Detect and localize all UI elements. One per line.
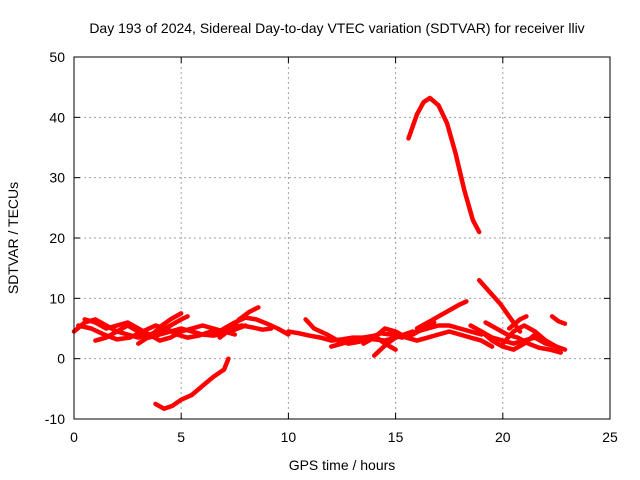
y-tick-label: 20 — [49, 230, 65, 246]
y-tick-label: -10 — [45, 411, 65, 427]
y-tick-label: 10 — [49, 290, 65, 306]
series-line-track-t — [500, 323, 559, 349]
x-tick-label: 10 — [281, 429, 297, 445]
series-line-track-b — [76, 323, 227, 342]
x-tick-labels: 0 5 10 15 20 25 — [70, 429, 618, 445]
series-line-track-m — [371, 329, 416, 358]
series-line-track-n — [414, 299, 469, 331]
series-group — [71, 95, 568, 411]
series-line-track-f — [213, 315, 291, 337]
x-tick-label: 5 — [177, 429, 185, 445]
series-line-track-s — [506, 314, 529, 331]
x-axis-label: GPS time / hours — [289, 457, 396, 473]
series-line-track-peak — [406, 95, 482, 235]
x-tick-label: 25 — [602, 429, 618, 445]
series-line-track-c — [82, 317, 238, 343]
series-line-track-l — [361, 326, 495, 349]
series-line-track-u — [549, 314, 568, 326]
x-tick-label: 0 — [70, 429, 78, 445]
gridlines — [74, 57, 610, 419]
series-line-track-o — [476, 277, 523, 334]
chart-title: Day 193 of 2024, Sidereal Day-to-day VTE… — [89, 20, 584, 36]
series-line-track-q — [483, 320, 563, 355]
y-tick-labels: -10 0 10 20 30 40 50 — [45, 49, 65, 427]
series-line-track-neg — [153, 356, 231, 411]
series-line-track-h — [217, 323, 274, 340]
y-tick-label: 50 — [49, 49, 65, 65]
y-tick-label: 0 — [57, 351, 65, 367]
x-tick-label: 20 — [495, 429, 511, 445]
y-axis-label: SDTVAR / TECUs — [5, 182, 21, 294]
x-tick-label: 15 — [388, 429, 404, 445]
series-line-track-r — [479, 329, 548, 352]
y-tick-label: 30 — [49, 170, 65, 186]
series-line-track-i — [286, 323, 484, 343]
y-tick-label: 40 — [49, 109, 65, 125]
series-line-track-e — [136, 311, 184, 346]
axis-ticks — [73, 56, 611, 420]
